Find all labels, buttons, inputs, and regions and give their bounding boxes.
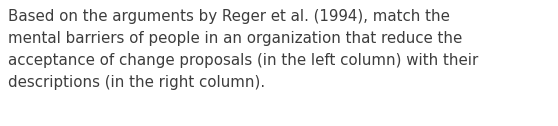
Text: Based on the arguments by Reger et al. (1994), match the
mental barriers of peop: Based on the arguments by Reger et al. (… bbox=[8, 9, 478, 90]
